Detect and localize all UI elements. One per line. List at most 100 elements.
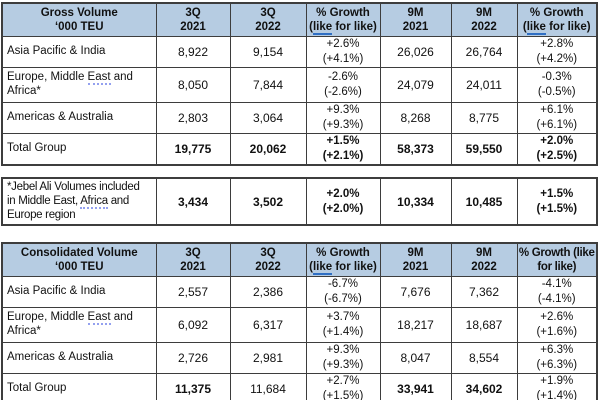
header-growth-line2: (like for like)	[522, 21, 591, 36]
region-cell: Asia Pacific & India	[1, 276, 157, 308]
growth-cell: +9.3% (+9.3%)	[305, 101, 381, 134]
grammar-underline: like	[312, 21, 333, 36]
value-cell: 58,373	[379, 132, 452, 166]
header-growth-line1: % Growth	[316, 7, 370, 19]
row-emea: Europe, Middle East and Africa* 6,092 6,…	[1, 306, 598, 343]
header-3q-2021: 3Q 2021	[155, 242, 231, 278]
consolidated-header-row: Consolidated Volume ‘000 TEU 3Q 2021 3Q …	[1, 242, 598, 278]
gross-volume-table: Gross Volume ‘000 TEU 3Q 2021 3Q 2022 % …	[1, 2, 598, 166]
value-cell: 2,726	[155, 341, 231, 374]
growth-cell: +6.3% (+6.3%)	[516, 341, 598, 374]
header-growth-9m: % Growth (like for like)	[516, 242, 598, 278]
value-cell: 9,154	[229, 36, 307, 68]
growth-cell: -6.7% (-6.7%)	[305, 276, 381, 308]
gross-header-row: Gross Volume ‘000 TEU 3Q 2021 3Q 2022 % …	[1, 2, 598, 38]
row-total-group: Total Group 19,775 20,062 +1.5% (+2.1%) …	[1, 132, 598, 166]
row-total-group: Total Group 11,375 11,684 +2.7% (+1.5%) …	[1, 372, 598, 400]
growth-cell: +2.8% (+4.2%)	[516, 36, 598, 68]
growth-cell: +2.6% (+1.6%)	[516, 306, 598, 343]
header-3q-2021: 3Q 2021	[155, 2, 231, 38]
growth-cell: +1.9% (+1.4%)	[516, 372, 598, 400]
row-jebel-ali: *Jebel Ali Volumes included in Middle Ea…	[1, 177, 598, 226]
value-cell: 10,485	[450, 177, 518, 226]
growth-cell: -4.1% (-4.1%)	[516, 276, 598, 308]
growth-cell: +1.5% (+1.5%)	[516, 177, 598, 226]
growth-cell: +2.7% (+1.5%)	[305, 372, 381, 400]
value-cell: 10,334	[379, 177, 452, 226]
value-cell: 11,375	[155, 372, 231, 400]
header-growth-line1: % Growth	[529, 7, 584, 19]
value-cell: 6,317	[229, 306, 307, 343]
growth-cell: +3.7% (+1.4%)	[305, 306, 381, 343]
growth-cell: +2.0% (+2.5%)	[516, 132, 598, 166]
value-cell: 2,981	[229, 341, 307, 374]
value-cell: 19,775	[155, 132, 231, 166]
region-cell: Total Group	[1, 372, 157, 400]
value-cell: 18,687	[450, 306, 518, 343]
header-growth-quarter: % Growth (like for like)	[305, 2, 381, 38]
value-cell: 8,268	[379, 101, 452, 134]
value-cell: 11,684	[229, 372, 307, 400]
region-cell: Americas & Australia	[1, 101, 157, 134]
value-cell: 7,676	[379, 276, 452, 308]
value-cell: 6,092	[155, 306, 231, 343]
growth-cell: -0.3% (-0.5%)	[516, 66, 598, 103]
header-growth-line2: (like for like)	[309, 261, 377, 276]
value-cell: 26,026	[379, 36, 452, 68]
growth-cell: +2.0% (+2.0%)	[305, 177, 381, 226]
header-growth-line1: % Growth	[316, 247, 370, 259]
growth-cell: -2.6% (-2.6%)	[305, 66, 381, 103]
note-cell: *Jebel Ali Volumes included in Middle Ea…	[1, 177, 157, 226]
value-cell: 7,844	[229, 66, 307, 103]
growth-cell: +1.5% (+2.1%)	[305, 132, 381, 166]
value-cell: 8,554	[450, 341, 518, 374]
header-9m-2022: 9M 2022	[450, 2, 518, 38]
jebel-ali-table: *Jebel Ali Volumes included in Middle Ea…	[1, 177, 598, 227]
row-americas: Americas & Australia 2,803 3,064 +9.3% (…	[1, 101, 598, 134]
header-growth-9m: % Growth (like for like)	[516, 2, 598, 38]
region-cell: Asia Pacific & India	[1, 36, 157, 68]
value-cell: 20,062	[229, 132, 307, 166]
value-cell: 33,941	[379, 372, 452, 400]
value-cell: 2,557	[155, 276, 231, 308]
region-cell: Total Group	[1, 132, 157, 166]
row-asia-pacific: Asia Pacific & India 8,922 9,154 +2.6% (…	[1, 36, 598, 68]
spellcheck-underline: Africa	[80, 194, 108, 209]
row-emea: Europe, Middle East and Africa* 8,050 7,…	[1, 66, 598, 103]
value-cell: 18,217	[379, 306, 452, 343]
consolidated-volume-table: Consolidated Volume ‘000 TEU 3Q 2021 3Q …	[1, 242, 598, 400]
value-cell: 2,803	[155, 101, 231, 134]
row-americas: Americas & Australia 2,726 2,981 +9.3% (…	[1, 341, 598, 374]
value-cell: 3,502	[229, 177, 307, 226]
value-cell: 24,011	[450, 66, 518, 103]
grammar-underline: like	[526, 21, 546, 36]
header-9m-2021: 9M 2021	[379, 2, 452, 38]
growth-cell: +6.1% (+6.1%)	[516, 101, 598, 134]
grammar-underline: like	[312, 261, 333, 276]
value-cell: 59,550	[450, 132, 518, 166]
value-cell: 26,764	[450, 36, 518, 68]
value-cell: 8,047	[379, 341, 452, 374]
region-cell: Europe, Middle East and Africa*	[1, 66, 157, 103]
value-cell: 24,079	[379, 66, 452, 103]
gross-table-title: Gross Volume ‘000 TEU	[1, 2, 157, 38]
header-3q-2022: 3Q 2022	[229, 2, 307, 38]
spellcheck-underline: East	[87, 71, 111, 86]
region-cell: Americas & Australia	[1, 341, 157, 374]
value-cell: 3,434	[155, 177, 231, 226]
value-cell: 7,362	[450, 276, 518, 308]
value-cell: 8,775	[450, 101, 518, 134]
row-asia-pacific: Asia Pacific & India 2,557 2,386 -6.7% (…	[1, 276, 598, 308]
growth-cell: +2.6% (+4.1%)	[305, 36, 381, 68]
consolidated-table-title: Consolidated Volume ‘000 TEU	[1, 242, 157, 278]
value-cell: 2,386	[229, 276, 307, 308]
growth-cell: +9.3% (+9.3%)	[305, 341, 381, 374]
header-growth-line2: (like for like)	[309, 21, 377, 36]
region-cell: Europe, Middle East and Africa*	[1, 306, 157, 343]
value-cell: 3,064	[229, 101, 307, 134]
value-cell: 8,922	[155, 36, 231, 68]
spellcheck-underline: East	[87, 311, 111, 326]
header-growth-quarter: % Growth (like for like)	[305, 242, 381, 278]
header-3q-2022: 3Q 2022	[229, 242, 307, 278]
